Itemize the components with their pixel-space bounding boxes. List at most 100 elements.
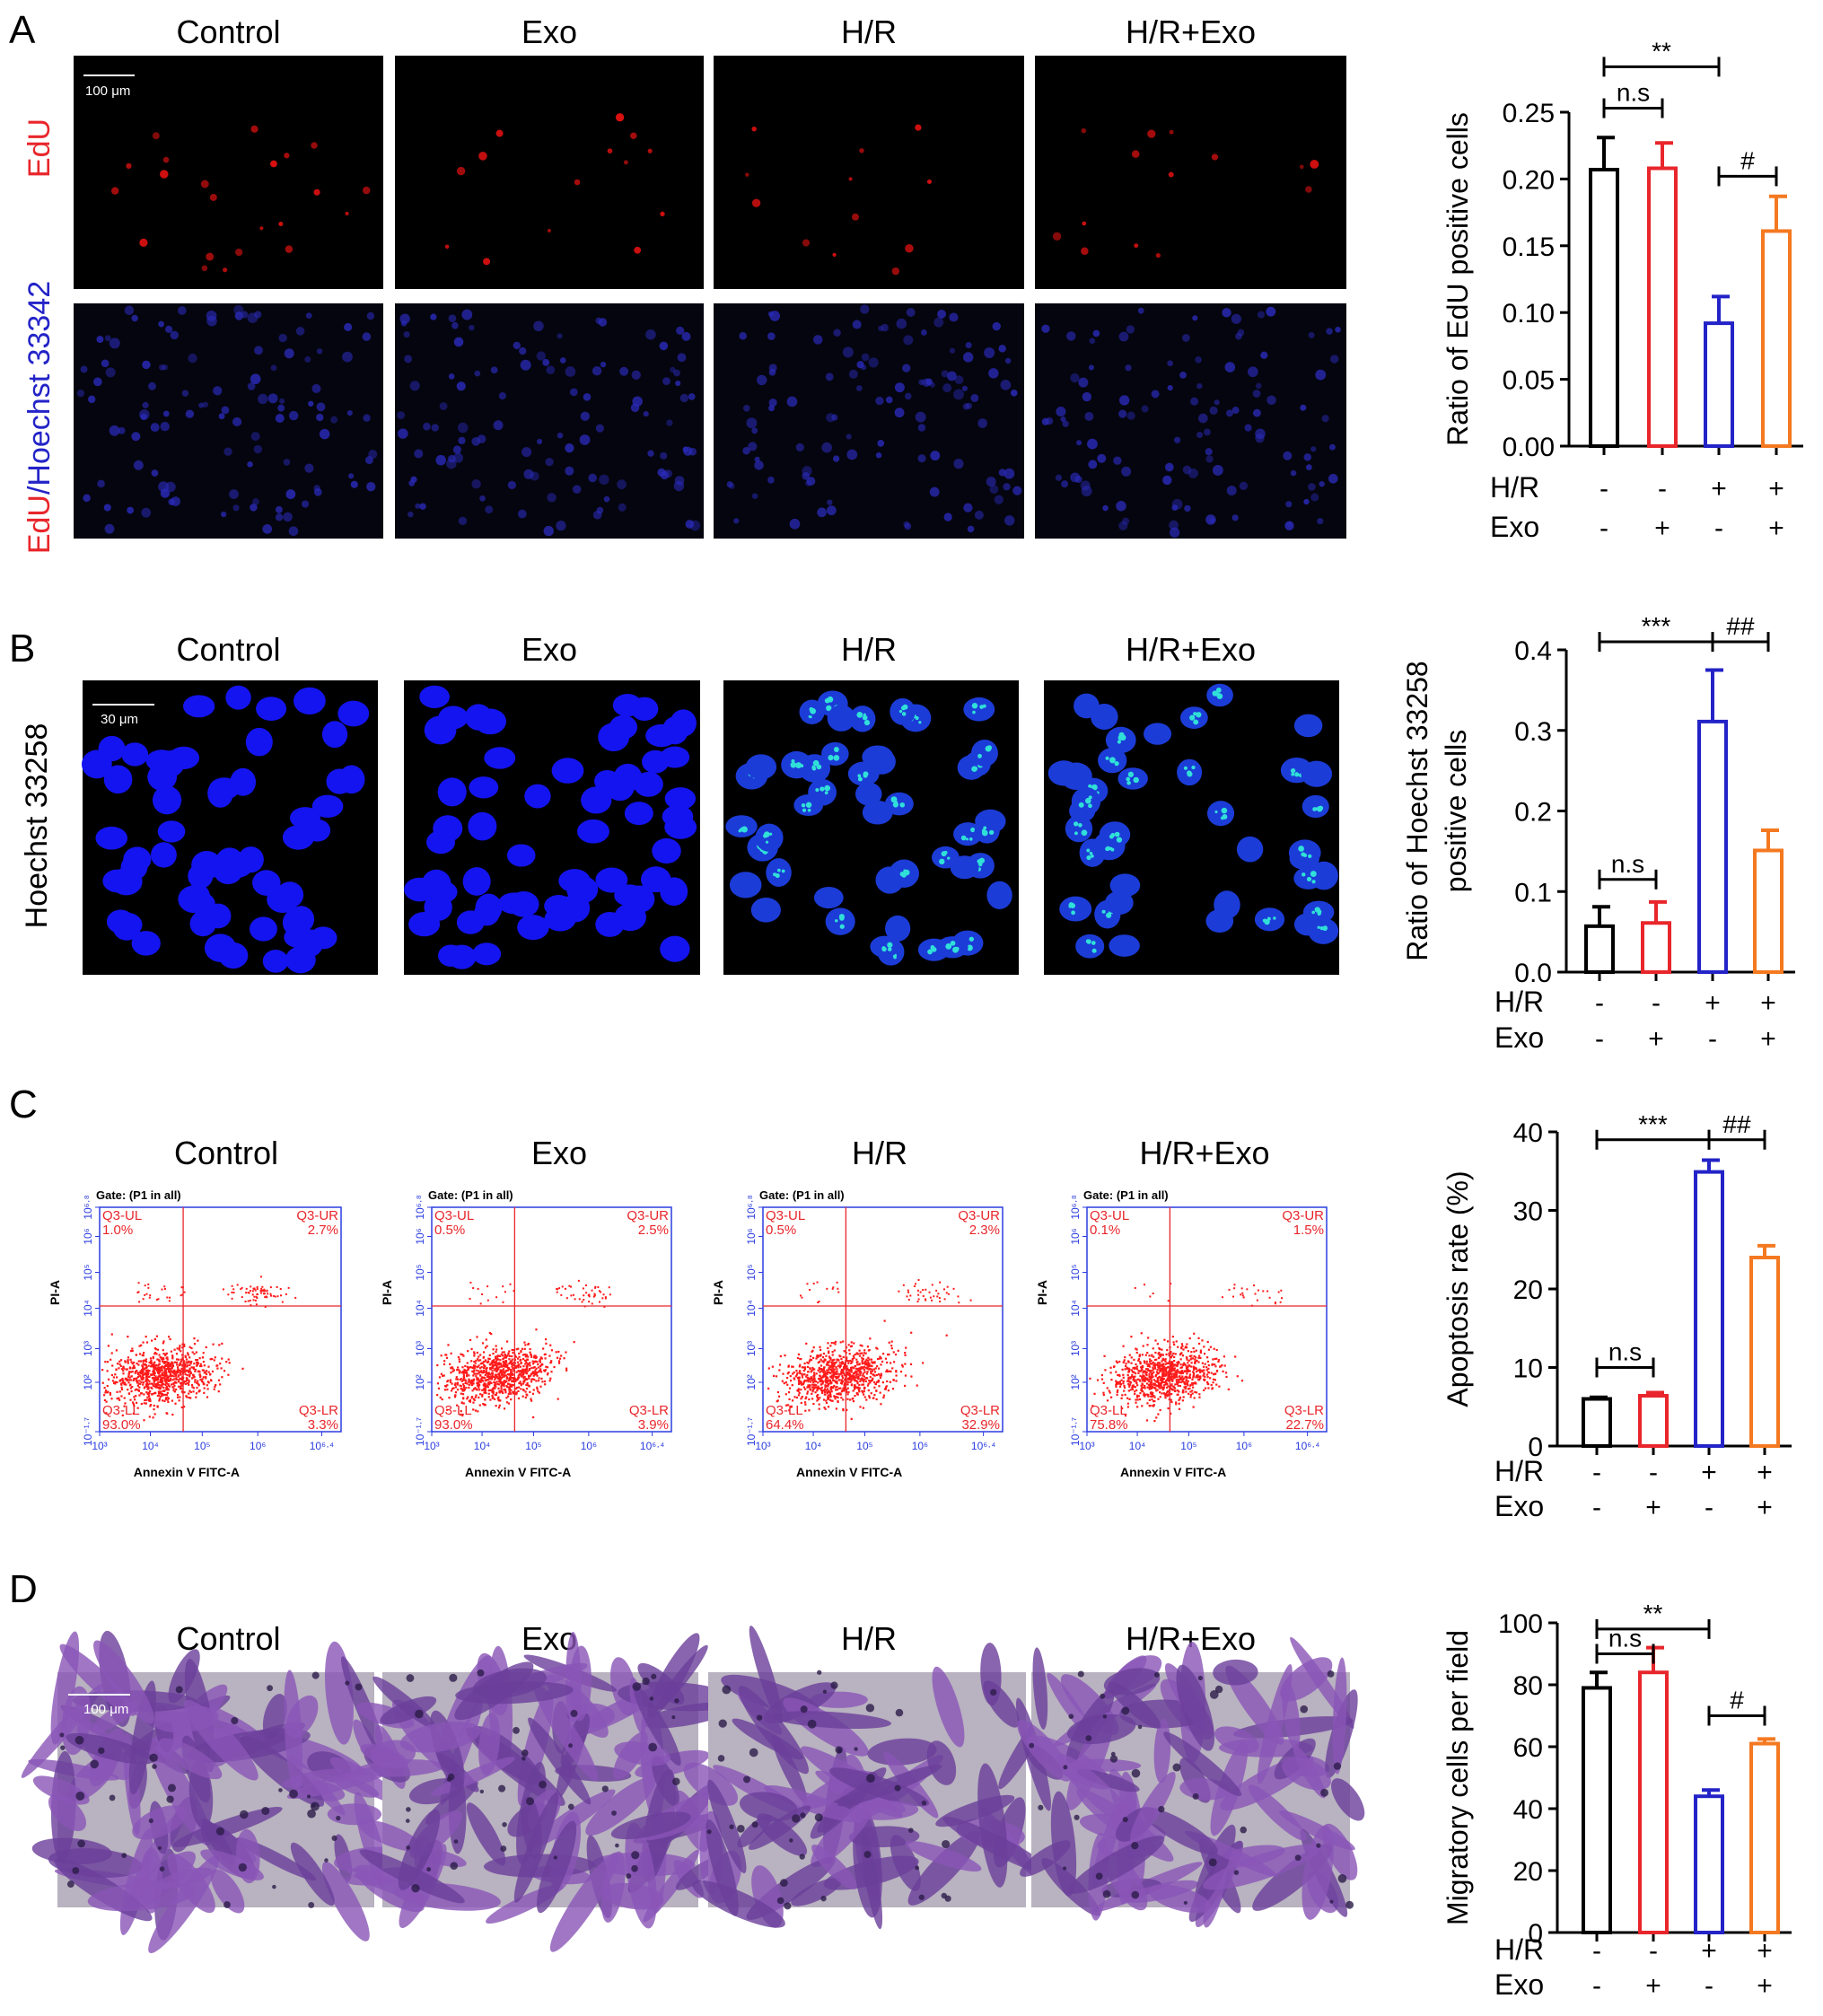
event-dot bbox=[1137, 1370, 1140, 1372]
event-dot bbox=[1202, 1365, 1205, 1368]
condensed-chromatin bbox=[1116, 837, 1123, 843]
event-dot bbox=[855, 1358, 858, 1361]
event-dot bbox=[141, 1378, 144, 1381]
event-dot bbox=[483, 1391, 486, 1394]
event-dot bbox=[165, 1381, 168, 1385]
nucleus bbox=[645, 723, 678, 748]
nucleus bbox=[682, 446, 688, 452]
nucleus bbox=[1205, 448, 1213, 456]
event-dot bbox=[777, 1395, 781, 1398]
event-dot bbox=[155, 1369, 158, 1372]
event-dot bbox=[136, 1372, 139, 1374]
nucleus bbox=[559, 357, 566, 364]
condensed-chromatin bbox=[1294, 772, 1300, 777]
event-dot bbox=[176, 1347, 179, 1350]
event-dot bbox=[1158, 1367, 1161, 1370]
event-dot bbox=[1158, 1362, 1161, 1364]
event-dot bbox=[588, 1301, 591, 1303]
event-dot bbox=[850, 1375, 853, 1378]
event-dot bbox=[110, 1358, 112, 1361]
event-dot bbox=[179, 1377, 181, 1380]
event-dot bbox=[116, 1398, 118, 1400]
event-dot bbox=[456, 1383, 459, 1386]
event-dot bbox=[803, 1379, 806, 1382]
event-dot bbox=[141, 1375, 144, 1378]
nucleus bbox=[950, 855, 979, 880]
event-dot bbox=[149, 1399, 152, 1403]
event-dot bbox=[821, 1382, 824, 1385]
y-tick-label: 10⁶ bbox=[1069, 1228, 1082, 1244]
event-dot bbox=[795, 1396, 799, 1399]
event-dot bbox=[822, 1352, 826, 1355]
event-dot bbox=[842, 1380, 845, 1382]
event-dot bbox=[498, 1404, 501, 1407]
event-dot bbox=[783, 1382, 785, 1385]
event-dot bbox=[1163, 1384, 1166, 1387]
event-dot bbox=[485, 1338, 487, 1341]
event-dot bbox=[568, 1284, 571, 1287]
x-tick-label: 10⁶·⁴ bbox=[971, 1440, 995, 1452]
event-dot bbox=[180, 1384, 184, 1387]
event-dot bbox=[521, 1372, 524, 1375]
event-dot bbox=[187, 1354, 189, 1356]
event-dot bbox=[1148, 1360, 1152, 1363]
event-dot bbox=[473, 1353, 476, 1355]
stained-cell bbox=[327, 1803, 382, 1826]
nucleus bbox=[998, 469, 1006, 477]
event-dot bbox=[544, 1357, 547, 1360]
event-dot bbox=[1120, 1397, 1123, 1399]
event-dot bbox=[863, 1388, 866, 1390]
event-dot bbox=[180, 1381, 183, 1384]
event-dot bbox=[1128, 1385, 1131, 1388]
condensed-chromatin bbox=[1081, 829, 1088, 837]
event-dot bbox=[520, 1388, 522, 1390]
nucleus bbox=[1061, 480, 1069, 488]
event-dot bbox=[195, 1351, 197, 1354]
event-dot bbox=[805, 1396, 808, 1398]
event-dot bbox=[1152, 1404, 1154, 1407]
event-dot bbox=[862, 1383, 865, 1386]
event-dot bbox=[854, 1354, 856, 1356]
event-dot bbox=[862, 1374, 864, 1377]
event-dot bbox=[1170, 1283, 1172, 1285]
quadrant-ul-label: Q3-UL bbox=[434, 1208, 474, 1223]
panel-letter-B: B bbox=[9, 627, 35, 671]
event-dot bbox=[526, 1381, 529, 1385]
event-dot bbox=[801, 1374, 803, 1377]
event-dot bbox=[803, 1366, 807, 1369]
event-dot bbox=[1191, 1381, 1194, 1384]
nucleus bbox=[748, 442, 758, 451]
event-dot bbox=[831, 1364, 834, 1367]
event-dot bbox=[513, 1349, 515, 1352]
event-dot bbox=[1181, 1399, 1184, 1402]
event-dot bbox=[144, 1359, 146, 1363]
nucleus bbox=[184, 883, 211, 909]
event-dot bbox=[156, 1348, 160, 1351]
event-dot bbox=[1215, 1348, 1218, 1352]
nucleus bbox=[942, 383, 952, 393]
nucleus bbox=[1004, 515, 1015, 526]
condensed-chromatin bbox=[881, 946, 887, 952]
event-dot bbox=[483, 1383, 486, 1386]
panel-letter-C: C bbox=[9, 1083, 38, 1126]
event-dot bbox=[875, 1398, 878, 1401]
condensed-chromatin bbox=[902, 704, 908, 710]
event-dot bbox=[473, 1369, 476, 1372]
event-dot bbox=[536, 1386, 539, 1389]
event-dot bbox=[188, 1373, 191, 1376]
event-dot bbox=[828, 1368, 830, 1371]
event-dot bbox=[826, 1376, 829, 1379]
event-dot bbox=[211, 1370, 215, 1373]
event-dot bbox=[1192, 1371, 1195, 1373]
event-dot bbox=[153, 1370, 155, 1372]
event-dot bbox=[1159, 1381, 1161, 1385]
event-dot bbox=[138, 1301, 141, 1303]
x-tick-label: 10⁴ bbox=[1129, 1440, 1146, 1452]
event-dot bbox=[863, 1378, 866, 1381]
event-dot bbox=[598, 1301, 600, 1303]
event-dot bbox=[1100, 1373, 1103, 1377]
event-dot bbox=[1184, 1388, 1187, 1390]
event-dot bbox=[814, 1386, 817, 1389]
event-dot bbox=[1161, 1354, 1165, 1356]
nucleus bbox=[547, 493, 557, 503]
